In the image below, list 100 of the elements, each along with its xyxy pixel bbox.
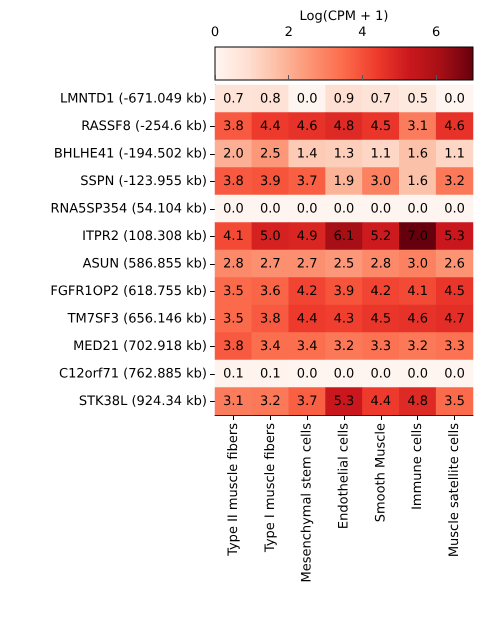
data-label: 4.8: [334, 118, 354, 134]
y-tick-label: RASSF8 (-254.6 kb): [81, 118, 207, 134]
y-tick-label: STK38L (924.34 kb): [78, 394, 207, 409]
data-label: 3.2: [407, 338, 428, 354]
data-label: 4.5: [444, 284, 465, 299]
data-label: 4.1: [407, 284, 428, 299]
data-label: 5.3: [334, 394, 354, 409]
data-label: 3.2: [260, 394, 281, 409]
data-label: 3.1: [407, 118, 428, 134]
data-label: 1.1: [370, 146, 392, 162]
data-label: 0.0: [407, 366, 428, 382]
data-label: 4.6: [444, 118, 465, 134]
data-label: 3.5: [223, 311, 244, 326]
data-label: 0.0: [334, 201, 354, 216]
data-label: 4.4: [260, 118, 281, 134]
x-tick-label: Type I muscle fibers: [262, 422, 278, 554]
data-label: 1.9: [334, 174, 354, 189]
data-label: 2.6: [444, 256, 465, 272]
data-label: 0.0: [296, 91, 318, 106]
data-label: 4.7: [444, 311, 465, 326]
data-label: 3.6: [260, 284, 281, 299]
x-tick-label: Mesenchymal stem cells: [300, 422, 315, 582]
data-label: 3.2: [334, 338, 354, 354]
data-label: 4.2: [370, 284, 392, 299]
data-label: 0.0: [370, 201, 392, 216]
color-bar-title: Log(CPM + 1): [300, 9, 388, 24]
y-tick-label: ASUN (586.855 kb): [82, 256, 207, 272]
data-label: 5.3: [444, 228, 465, 244]
data-label: 2.7: [260, 256, 281, 272]
data-label: 2.8: [370, 256, 392, 272]
x-tick-label: Type II muscle fibers: [226, 422, 241, 557]
color-bar-label: 4: [358, 25, 367, 40]
data-label: 4.3: [334, 311, 354, 326]
data-label: 3.4: [296, 338, 318, 354]
x-tick-label: Immune cells: [410, 422, 426, 510]
data-label: 0.0: [444, 91, 465, 106]
data-label: 4.8: [407, 394, 428, 409]
color-bar-label: 2: [284, 25, 293, 40]
data-label: 3.0: [370, 174, 392, 189]
data-label: 3.9: [260, 174, 281, 189]
data-label: 0.9: [334, 91, 354, 106]
x-tick-label: Endothelial cells: [336, 422, 352, 530]
data-label: 3.9: [334, 284, 354, 299]
data-label: 3.8: [260, 311, 281, 326]
data-label: 0.0: [296, 201, 318, 216]
data-label: 4.9: [296, 228, 318, 244]
data-label: 0.7: [223, 91, 244, 106]
data-label: 4.1: [223, 228, 244, 244]
data-label: 1.6: [407, 146, 428, 162]
y-tick-label: LMNTD1 (-671.049 kb): [60, 91, 207, 106]
data-label: 2.5: [334, 256, 354, 272]
y-tick-label: FGFR1OP2 (618.755 kb): [50, 284, 207, 299]
data-label: 5.0: [260, 228, 281, 244]
color-bar-label: 0: [210, 25, 220, 40]
y-tick-label: ITPR2 (108.308 kb): [82, 228, 207, 244]
data-label: 4.5: [370, 311, 392, 326]
data-label: 0.0: [444, 201, 465, 216]
data-label: 0.0: [260, 201, 281, 216]
data-label: 6.1: [334, 228, 354, 244]
data-label: 0.0: [407, 201, 428, 216]
x-tick-label: Muscle satellite cells: [447, 422, 462, 558]
data-label: 3.0: [407, 256, 428, 272]
data-label: 1.4: [296, 146, 318, 162]
data-label: 7.0: [407, 228, 428, 244]
data-label: 0.0: [334, 366, 354, 382]
data-label: 0.0: [296, 366, 318, 382]
data-label: 3.3: [370, 338, 392, 354]
data-label: 4.4: [296, 311, 318, 326]
data-label: 3.2: [444, 174, 465, 189]
data-label: 0.8: [260, 91, 281, 106]
data-label: 4.4: [370, 394, 392, 409]
data-label: 4.6: [407, 311, 428, 326]
y-tick-label: SSPN (-123.955 kb): [80, 174, 207, 189]
data-label: 3.7: [296, 394, 318, 409]
data-label: 0.5: [407, 91, 428, 106]
data-label: 3.8: [223, 118, 244, 134]
data-label: 3.5: [223, 284, 244, 299]
data-label: 3.8: [223, 338, 244, 354]
data-label: 5.2: [370, 228, 392, 244]
y-tick-label: TM7SF3 (656.146 kb): [66, 311, 207, 326]
data-label: 3.4: [260, 338, 281, 354]
data-label: 1.3: [334, 146, 354, 162]
data-label: 3.1: [223, 394, 244, 409]
x-tick-label: Smooth Muscle: [373, 423, 388, 522]
data-label: 3.3: [444, 338, 465, 354]
data-label: 2.7: [296, 256, 318, 272]
y-tick-label: BHLHE41 (-194.502 kb): [54, 146, 207, 162]
data-label: 2.0: [223, 146, 244, 162]
y-tick-label: RNA5SP354 (54.104 kb): [50, 201, 207, 216]
data-label: 0.0: [370, 366, 392, 382]
data-label: 4.2: [296, 284, 318, 299]
data-label: 4.5: [370, 118, 392, 134]
data-label: 3.8: [223, 174, 244, 189]
data-label: 0.1: [223, 366, 244, 382]
data-label: 0.1: [260, 366, 281, 382]
data-label: 2.8: [223, 256, 244, 272]
data-label: 1.6: [407, 174, 428, 189]
data-label: 0.7: [370, 91, 392, 106]
y-tick-label: MED21 (702.918 kb): [73, 338, 207, 354]
color-bar-label: 6: [432, 25, 440, 40]
